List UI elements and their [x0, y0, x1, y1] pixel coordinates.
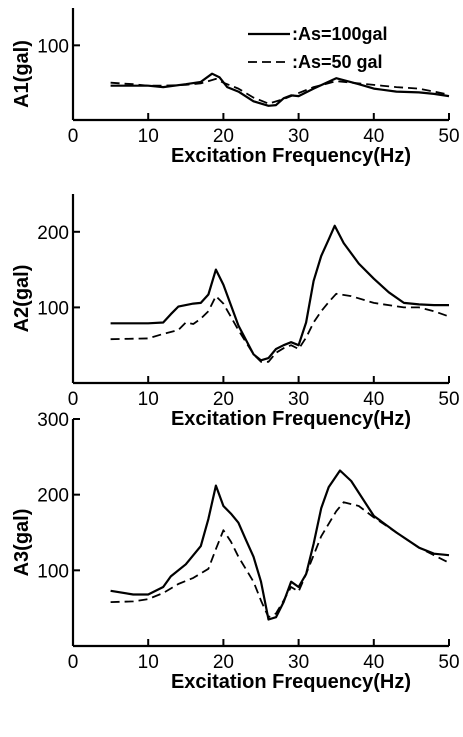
x-tick-label: 30: [288, 652, 309, 673]
x-tick-label: 50: [438, 389, 459, 410]
series-line-as-100gal: [110, 224, 449, 362]
x-tick-label: 10: [138, 652, 159, 673]
series-line-as-50gal: [110, 78, 450, 105]
chart-panel-3: 0 10 20 30 40 50 100 200 300 Excitation Frequency…: [11, 410, 460, 693]
x-tick-label: 0: [68, 652, 79, 673]
legend-label: :As=50 gal: [292, 52, 383, 72]
x-axis-title: Excitation Frequency(Hz): [171, 408, 411, 430]
y-tick-label: 200: [37, 486, 69, 507]
y-axis-title: A3(gal): [11, 509, 33, 577]
legend: :As=100gal :As=50 gal: [248, 24, 388, 72]
legend-label: :As=100gal: [292, 24, 388, 44]
x-tick-label: 40: [363, 126, 384, 147]
x-tick-label: 20: [213, 652, 234, 673]
x-axis-title: Excitation Frequency(Hz): [171, 145, 411, 167]
y-axis-title: A2(gal): [11, 265, 33, 333]
x-tick-label: 50: [438, 126, 459, 147]
x-tick-label: 40: [363, 389, 384, 410]
series-line-as-100gal: [110, 469, 450, 621]
x-tick-label: 20: [213, 389, 234, 410]
y-tick-label: 100: [37, 36, 69, 57]
chart-panel-1: 0 10 20 30 40 50 100 Excitation Frequency(Hz) A1…: [11, 8, 460, 167]
series-line-as-50gal: [110, 501, 450, 619]
series-line-as-50gal: [110, 292, 450, 363]
x-tick-label: 20: [213, 126, 234, 147]
y-tick-label: 200: [37, 223, 69, 244]
y-tick-label: 300: [37, 410, 69, 431]
series-line-as-100gal: [110, 72, 450, 107]
x-axis-title: Excitation Frequency(Hz): [171, 671, 411, 693]
x-tick-label: 50: [438, 652, 459, 673]
chart-panel-2: 0 10 20 30 40 50 100 200 Excitation Frequency(Hz…: [11, 194, 460, 430]
x-tick-label: 40: [363, 652, 384, 673]
x-tick-label: 10: [138, 126, 159, 147]
x-tick-label: 0: [68, 389, 79, 410]
y-tick-label: 100: [37, 298, 69, 319]
x-tick-label: 0: [68, 126, 79, 147]
y-axis-title: A1(gal): [11, 40, 33, 108]
x-tick-label: 30: [288, 389, 309, 410]
y-tick-label: 100: [37, 561, 69, 582]
x-tick-label: 30: [288, 126, 309, 147]
x-tick-label: 10: [138, 389, 159, 410]
